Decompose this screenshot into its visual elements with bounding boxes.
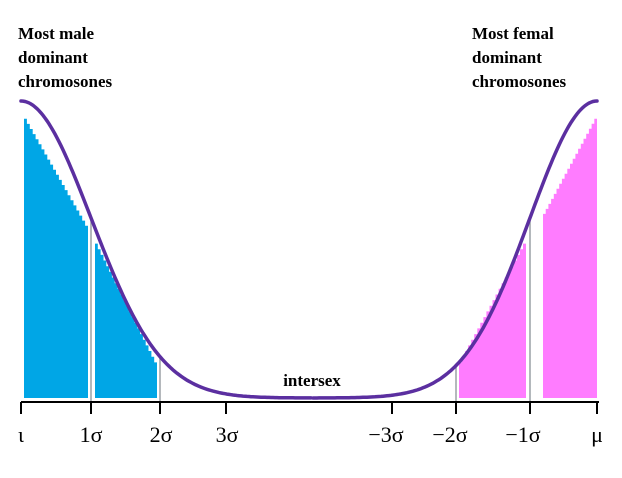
x-tick-label-6: −1σ [505,422,540,447]
female-band-2-1-sigma [459,243,526,398]
male-dominant-label-line-2: dominant [18,48,88,67]
female-dominant-label-line-1: Most femal [472,24,554,43]
male-band-1-2-sigma [95,243,157,398]
female-distribution-curve [311,99,599,400]
male-dominant-label-line-3: chromosones [18,72,113,91]
x-tick-label-3: 3σ [216,422,239,447]
x-tick-label-0: ι [18,422,24,447]
male-dominant-label: Most male dominant chromosones [18,22,112,94]
x-tick-label-7: μ [591,422,603,447]
x-tick-label-5: −2σ [432,422,467,447]
male-dominant-label-line-1: Most male [18,24,95,43]
male-distribution-curve [19,99,313,400]
x-tick-label-4: −3σ [368,422,403,447]
female-dominant-label: Most femal dominant chromosones [472,22,566,94]
intersex-label: intersex [283,371,341,390]
female-dominant-label-line-2: dominant [472,48,542,67]
x-tick-label-2: 2σ [150,422,173,447]
x-tick-label-1: 1σ [80,422,103,447]
female-dominant-label-line-3: chromosones [472,72,567,91]
male-band-0-1-sigma [24,118,88,399]
intersex-label-background [274,368,350,390]
female-band-1-0-sigma [543,118,597,399]
